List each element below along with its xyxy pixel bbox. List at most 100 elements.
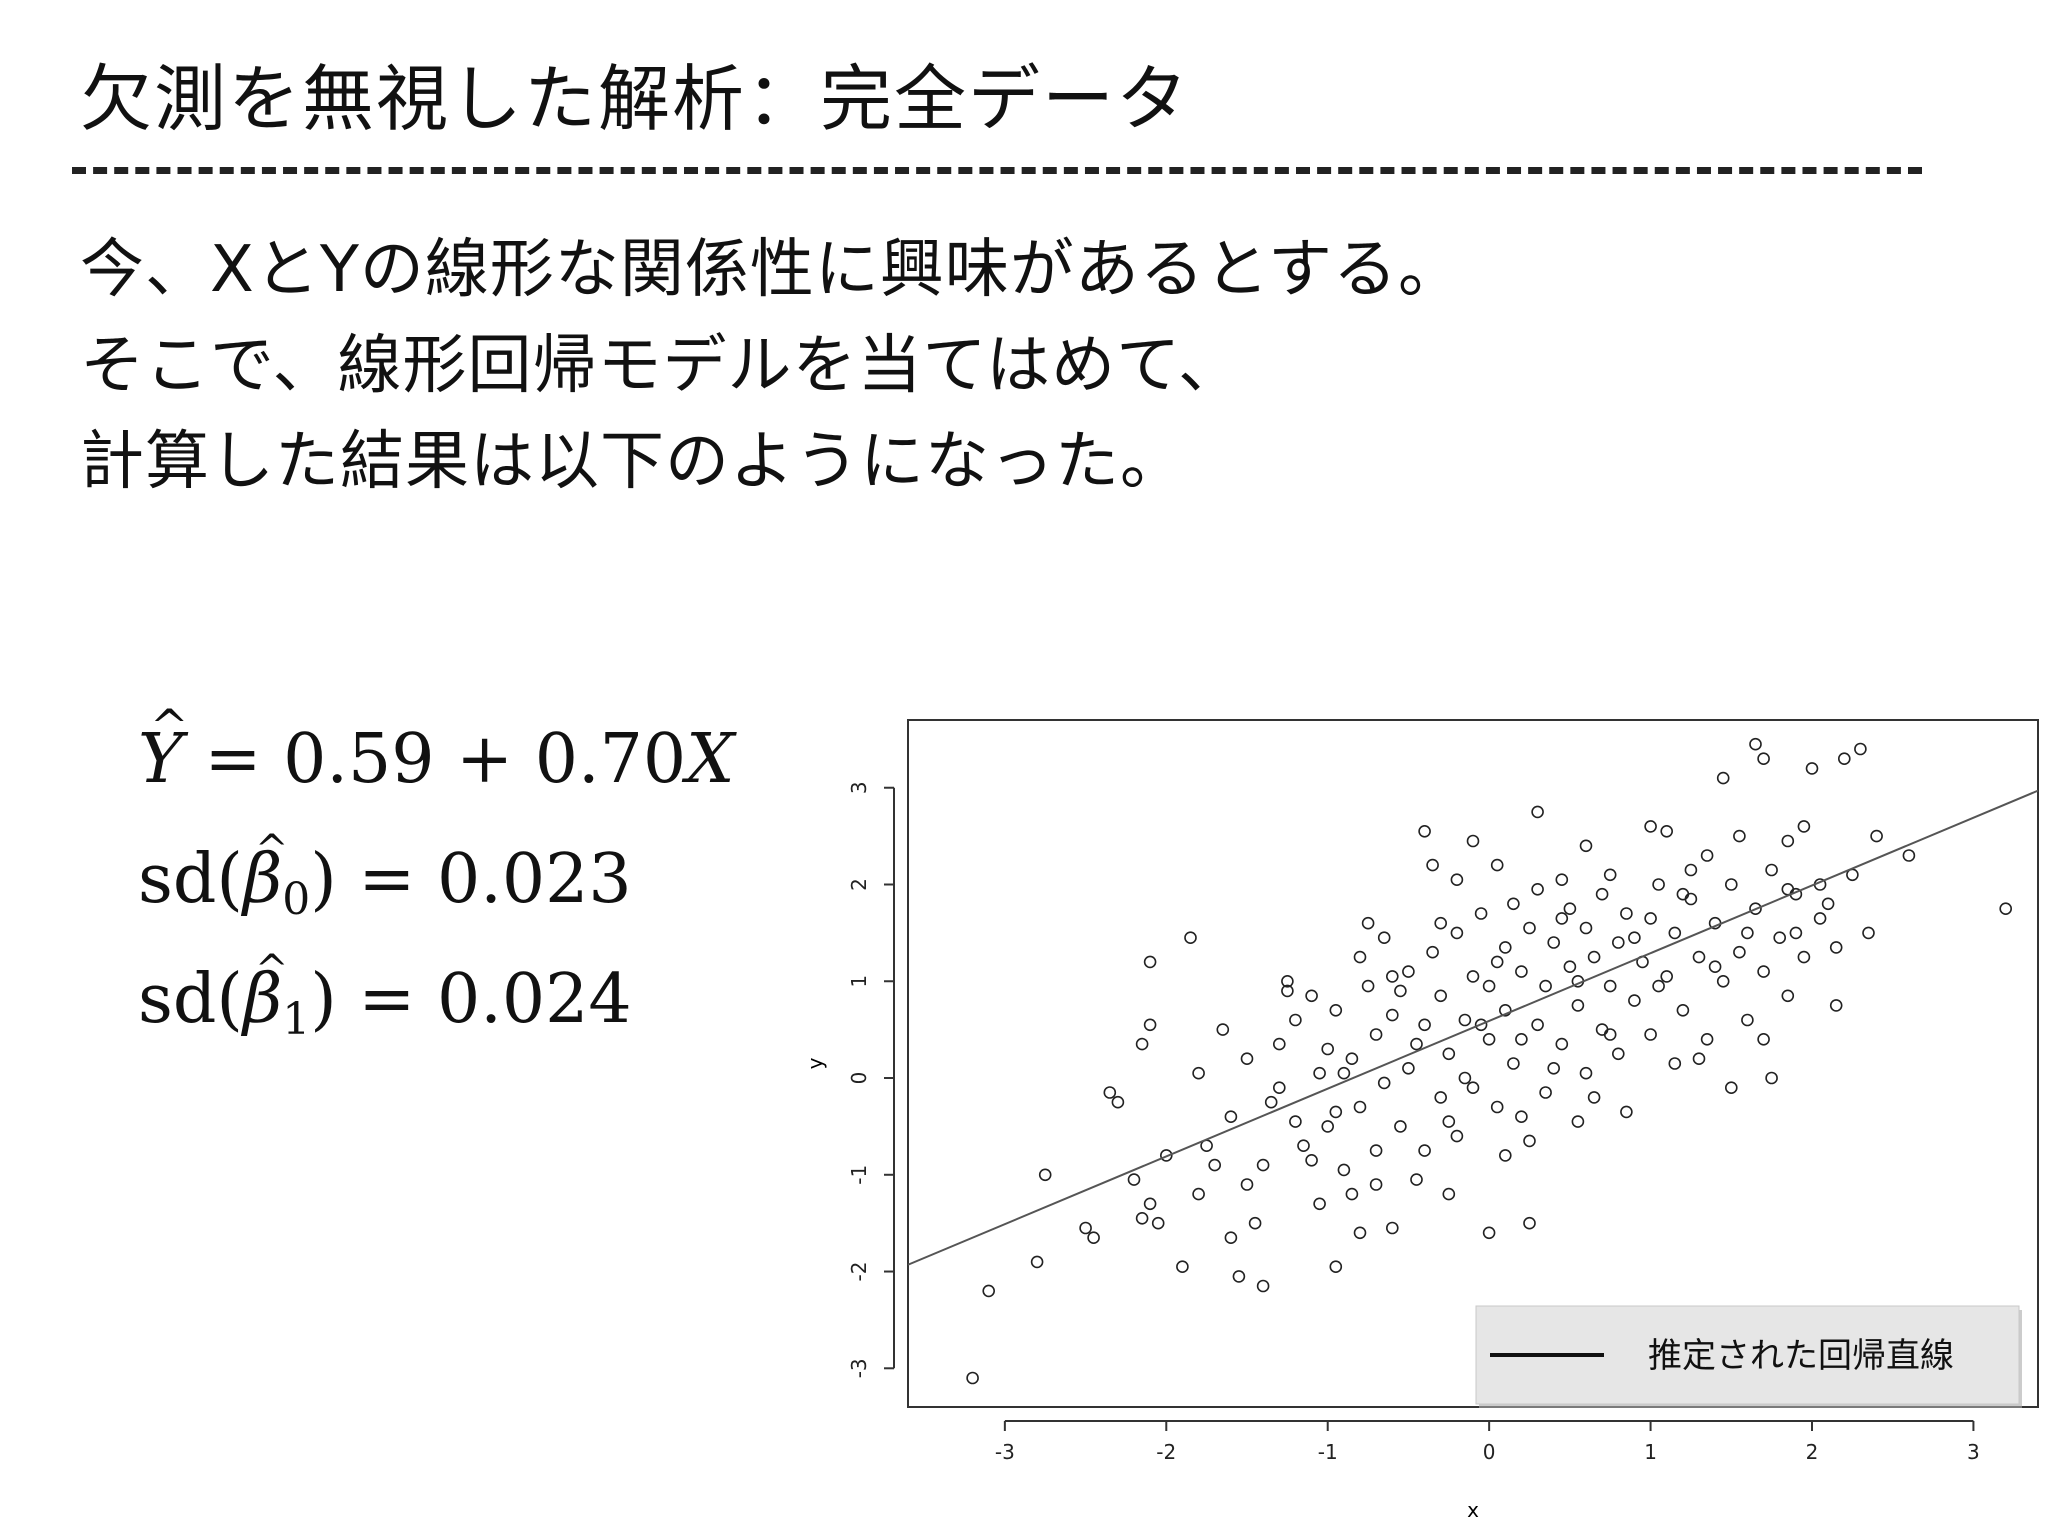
- data-point: [1829, 999, 1843, 1012]
- data-point: [1385, 1221, 1399, 1235]
- data-point: [1684, 863, 1698, 877]
- data-point: [1668, 1057, 1682, 1070]
- data-point: [1345, 1052, 1359, 1066]
- data-point: [1805, 762, 1819, 775]
- data-point: [1603, 979, 1617, 993]
- y-hat-symbol: Y: [138, 666, 188, 820]
- data-point: [1838, 752, 1851, 765]
- data-point: [1587, 950, 1601, 964]
- data-point: [1620, 907, 1633, 920]
- legend-label: 推定された回帰直線: [1648, 1336, 1954, 1376]
- data-point: [966, 1371, 979, 1385]
- data-point: [1724, 1081, 1738, 1095]
- data-point: [1862, 926, 1875, 940]
- data-point: [1498, 941, 1512, 954]
- data-point: [1466, 970, 1480, 983]
- data-point: [1079, 1221, 1092, 1235]
- data-point: [1684, 892, 1698, 906]
- data-point: [1523, 1134, 1536, 1148]
- data-point: [1224, 1231, 1238, 1245]
- data-point: [1345, 1187, 1359, 1201]
- data-point: [1563, 960, 1577, 974]
- data-point: [1668, 926, 1682, 940]
- data-point: [1498, 1149, 1512, 1162]
- data-point: [1289, 1013, 1302, 1027]
- data-point: [1038, 1168, 1052, 1182]
- y-tick-label: 1: [847, 975, 871, 988]
- data-point: [1297, 1139, 1310, 1153]
- data-point: [1700, 1032, 1714, 1046]
- data-point: [1264, 1095, 1278, 1109]
- y-tick-label: 2: [847, 878, 871, 891]
- formula-block: Y = 0.59 + 0.70X sd(β0) = 0.023 sd(β1) =…: [138, 666, 735, 1060]
- data-point: [1434, 1091, 1448, 1104]
- data-point: [1458, 1013, 1472, 1027]
- data-point: [1829, 941, 1843, 954]
- data-point: [1466, 1081, 1480, 1095]
- data-point: [1394, 984, 1407, 998]
- data-point: [1692, 950, 1706, 964]
- data-point: [1466, 834, 1480, 848]
- data-point: [1361, 916, 1375, 930]
- data-point: [1579, 1066, 1593, 1080]
- regression-equation: Y = 0.59 + 0.70X: [138, 666, 735, 820]
- data-point: [1757, 752, 1770, 765]
- data-point: [1821, 897, 1835, 911]
- data-point: [1757, 1032, 1770, 1046]
- data-point: [1628, 994, 1641, 1007]
- data-point: [1733, 829, 1746, 843]
- data-point: [1337, 1066, 1351, 1080]
- data-point: [1555, 1037, 1569, 1051]
- data-point: [1135, 1037, 1149, 1051]
- data-point: [1644, 820, 1657, 833]
- data-point: [1151, 1216, 1165, 1230]
- data-point: [1733, 945, 1746, 959]
- data-point: [1418, 1144, 1431, 1157]
- data-point: [1305, 989, 1318, 1003]
- data-point: [1644, 912, 1657, 925]
- x-tick-label: -1: [1318, 1440, 1338, 1464]
- data-point: [1692, 1052, 1706, 1066]
- data-point: [1224, 1110, 1238, 1124]
- data-point: [1232, 1270, 1246, 1283]
- data-point: [1135, 1211, 1149, 1225]
- data-point: [1547, 936, 1561, 949]
- data-point: [1797, 950, 1811, 964]
- data-point: [1507, 1057, 1520, 1070]
- regression-line: [907, 789, 2039, 1266]
- data-point: [1410, 1173, 1423, 1186]
- data-point: [1321, 1042, 1335, 1056]
- sd-prefix: sd(: [138, 840, 243, 919]
- data-point: [1240, 1052, 1254, 1066]
- data-point: [1708, 960, 1722, 974]
- y-tick-label: -2: [847, 1262, 871, 1282]
- data-point: [1143, 1018, 1157, 1032]
- x-tick-label: -2: [1156, 1440, 1176, 1464]
- data-point: [1781, 834, 1795, 848]
- data-point: [1789, 926, 1803, 940]
- data-point: [1434, 989, 1448, 1003]
- data-point: [1402, 965, 1415, 978]
- sd-beta0-equation: sd(β0) = 0.023: [138, 790, 735, 940]
- data-point: [1474, 1018, 1488, 1032]
- equation-variable: X: [686, 720, 735, 799]
- data-point: [1741, 1013, 1754, 1027]
- data-point: [1716, 974, 1730, 988]
- data-point: [1313, 1066, 1326, 1080]
- data-point: [1603, 1028, 1617, 1041]
- y-tick-label: -3: [847, 1358, 871, 1378]
- data-point: [1902, 849, 1916, 862]
- data-point: [1385, 970, 1399, 983]
- data-point: [1442, 1115, 1456, 1128]
- y-axis-label: y: [803, 1057, 827, 1069]
- data-point: [1289, 1115, 1302, 1128]
- body-line-2: そこで、線形回帰モデルを当てはめて、: [80, 329, 1243, 403]
- data-point: [1579, 921, 1593, 935]
- data-point: [1442, 1047, 1456, 1061]
- data-point: [1539, 1086, 1552, 1099]
- data-point: [1329, 1105, 1343, 1119]
- data-point: [1482, 979, 1496, 993]
- beta-hat-symbol: β: [243, 910, 289, 1060]
- data-point: [1490, 858, 1504, 872]
- data-point: [1555, 873, 1569, 886]
